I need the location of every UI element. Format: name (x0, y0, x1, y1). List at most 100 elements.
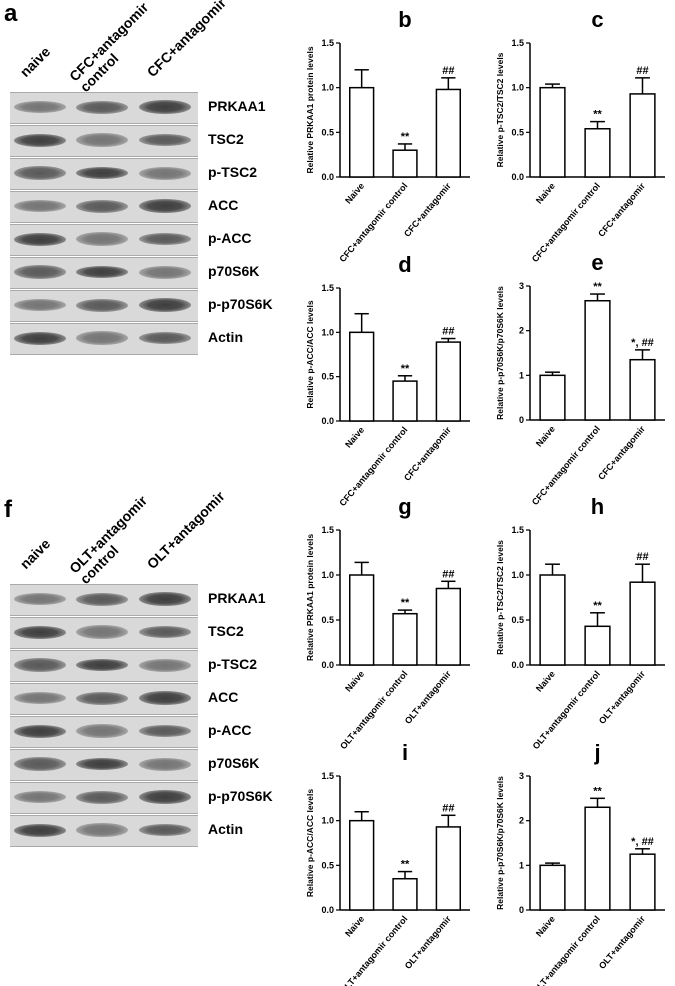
blot-band (139, 134, 191, 146)
significance-label: ## (442, 802, 454, 814)
blot-band (14, 593, 66, 605)
x-tick-label: Naive (534, 424, 557, 449)
y-tick-label: 1.5 (511, 38, 524, 48)
blot-band (139, 233, 191, 245)
y-tick-label: 0.5 (511, 127, 524, 137)
y-tick-label: 2 (519, 816, 524, 826)
blot-band (139, 691, 191, 705)
blot-band (139, 725, 191, 737)
blot-band (139, 265, 191, 279)
y-tick-label: 0.5 (321, 372, 334, 382)
blot-band (14, 658, 66, 672)
band-label: PRKAA1 (208, 590, 266, 606)
y-tick-label: 1.0 (321, 83, 334, 93)
x-tick-label: Naive (343, 181, 366, 206)
bar (349, 331, 375, 422)
blot-band (76, 691, 128, 705)
blot-band (14, 791, 66, 803)
blot-band (14, 823, 66, 837)
significance-label: ## (636, 551, 648, 563)
panel-letter: j (593, 740, 600, 765)
blot-band (139, 790, 191, 804)
significance-label: ** (401, 859, 410, 871)
blot-band (139, 626, 191, 638)
y-tick-label: 1.5 (321, 771, 334, 781)
bar (539, 574, 566, 666)
y-tick-label: 0.0 (321, 416, 334, 426)
x-tick-label: OLT+antagomir (403, 668, 453, 725)
significance-label: ## (442, 568, 454, 580)
blot-band (139, 298, 191, 312)
blot-band (139, 757, 191, 771)
x-tick-label: Naive (534, 914, 557, 939)
y-tick-label: 1.0 (511, 83, 524, 93)
x-tick-label: CFC+antagomir (402, 180, 453, 238)
blot-band (139, 592, 191, 606)
band-label: p-ACC (208, 230, 252, 246)
significance-label: *, ## (631, 836, 654, 848)
y-tick-label: 1.5 (321, 525, 334, 535)
significance-label: ** (401, 597, 410, 609)
panel-letter: d (398, 252, 411, 277)
blot-band (76, 298, 128, 312)
y-tick-label: 3 (519, 771, 524, 781)
y-axis-label: Relative PRKAA1 protein levels (305, 46, 315, 173)
blot-band (139, 332, 191, 344)
blot-band (14, 265, 66, 279)
y-tick-label: 0.0 (511, 660, 524, 670)
y-tick-label: 0.0 (321, 172, 334, 182)
x-tick-label: Naive (343, 669, 366, 694)
y-axis-label: Relative p-TSC2/TSC2 levels (495, 540, 505, 655)
significance-label: ** (593, 785, 602, 797)
blot-band (14, 331, 66, 345)
y-tick-label: 0.0 (511, 172, 524, 182)
band-label: p-TSC2 (208, 656, 257, 672)
blot-band (76, 724, 128, 738)
band-label: p-TSC2 (208, 164, 257, 180)
bar (392, 149, 418, 178)
bar (629, 581, 656, 666)
blot-band (76, 100, 128, 114)
significance-label: ## (442, 326, 454, 338)
blot-band (14, 232, 66, 246)
y-tick-label: 1.5 (321, 283, 334, 293)
blot-band (139, 824, 191, 836)
blot-band (14, 200, 66, 212)
bar (392, 380, 418, 422)
blot-band (14, 625, 66, 639)
band-label: TSC2 (208, 623, 244, 639)
x-tick-label: CFC+antagomir (402, 424, 453, 482)
band-label: p-p70S6K (208, 296, 273, 312)
y-tick-label: 0.5 (321, 615, 334, 625)
band-label: Actin (208, 821, 243, 837)
bar (584, 625, 611, 666)
x-tick-label: OLT+antagomir (403, 913, 453, 970)
bar (539, 86, 566, 178)
panel-letter: c (591, 7, 603, 32)
y-axis-label: Relative p-p70S6K/p70S6K levels (495, 286, 505, 420)
blot-band (14, 757, 66, 771)
x-tick-label: OLT+antagomir (597, 668, 647, 725)
bar (629, 853, 656, 911)
band-label: Actin (208, 329, 243, 345)
y-tick-label: 1.0 (321, 570, 334, 580)
y-axis-label: Relative p-p70S6K/p70S6K levels (495, 776, 505, 910)
x-tick-label: Naive (343, 914, 366, 939)
y-axis-label: Relative p-ACC/ACC levels (305, 300, 315, 408)
bar (539, 864, 566, 911)
y-tick-label: 1.0 (321, 816, 334, 826)
panel-letter: e (591, 250, 603, 275)
band-label: ACC (208, 197, 239, 213)
y-tick-label: 0.0 (321, 660, 334, 670)
significance-label: *, ## (631, 337, 654, 349)
blot-band (76, 592, 128, 606)
blot-band (14, 692, 66, 704)
y-tick-label: 0 (519, 905, 524, 915)
y-tick-label: 0.5 (321, 127, 334, 137)
blot-band (76, 659, 128, 671)
x-tick-label: CFC+antagomir (596, 423, 647, 481)
significance-label: ** (401, 131, 410, 143)
blot-band (76, 199, 128, 213)
